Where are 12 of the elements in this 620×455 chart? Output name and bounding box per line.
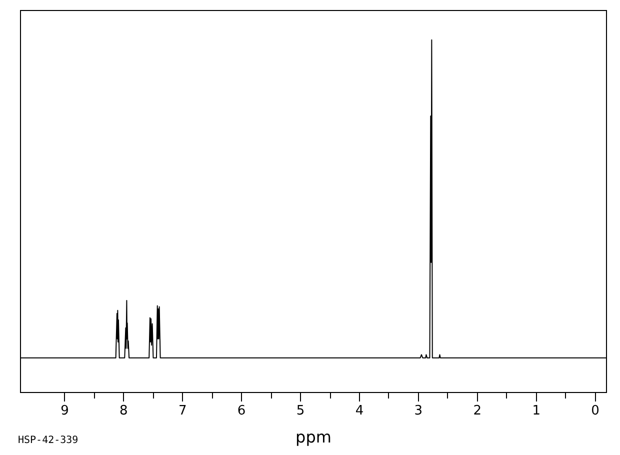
- x-tick-label: 4: [355, 404, 364, 418]
- x-tick-label: 6: [237, 404, 246, 418]
- x-tick-label: 0: [591, 404, 600, 418]
- x-axis-title: ppm: [296, 428, 332, 446]
- x-tick-label: 1: [532, 404, 540, 418]
- x-tick-label: 7: [178, 404, 187, 418]
- x-tick-label: 8: [120, 404, 128, 418]
- x-tick-label: 9: [60, 404, 69, 418]
- x-tick-label: 2: [473, 404, 482, 418]
- x-tick-label: 5: [296, 404, 305, 418]
- x-tick-label: 3: [414, 404, 423, 418]
- text: HSP-42-339: [18, 435, 78, 446]
